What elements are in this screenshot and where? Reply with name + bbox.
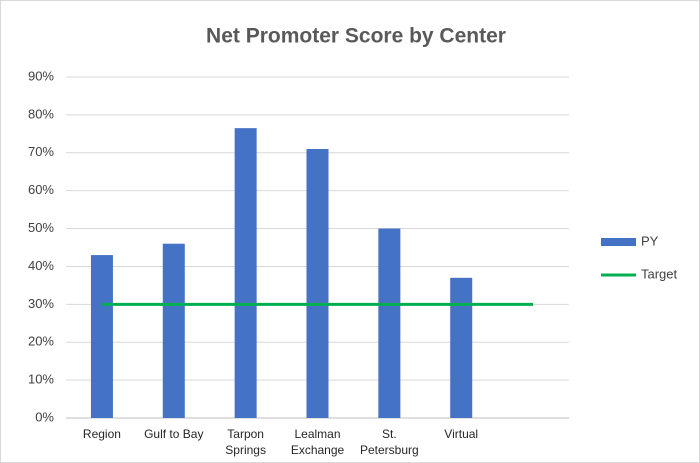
bar [378, 228, 401, 418]
y-tick-label: 20% [28, 334, 54, 349]
x-tick-label: Tarpon Springs [225, 427, 266, 457]
y-tick-label: 60% [28, 182, 54, 197]
y-tick-label: 0% [35, 409, 54, 424]
bar [234, 128, 257, 418]
y-tick-label: 10% [28, 372, 54, 387]
legend-label: Target [641, 266, 678, 281]
y-tick-label: 90% [28, 68, 54, 83]
y-tick-label: 40% [28, 258, 54, 273]
x-tick-label: Lealman Exchange [290, 427, 345, 457]
x-tick-label: Gulf to Bay [144, 427, 204, 441]
chart-title: Net Promoter Score by Center [206, 25, 506, 48]
legend-label: PY [641, 233, 659, 248]
bar [450, 277, 473, 418]
y-tick-label: 30% [28, 296, 54, 311]
x-tick-label: Region [82, 427, 121, 441]
y-tick-label: 80% [28, 106, 54, 121]
x-tick-label: St. Petersburg [359, 427, 419, 457]
bar [306, 148, 329, 418]
y-tick-label: 50% [28, 220, 54, 235]
x-tick-label: Virtual [444, 427, 479, 441]
legend-swatch [601, 238, 636, 246]
bar [162, 243, 185, 418]
y-tick-label: 70% [28, 144, 54, 159]
bar [90, 255, 113, 418]
